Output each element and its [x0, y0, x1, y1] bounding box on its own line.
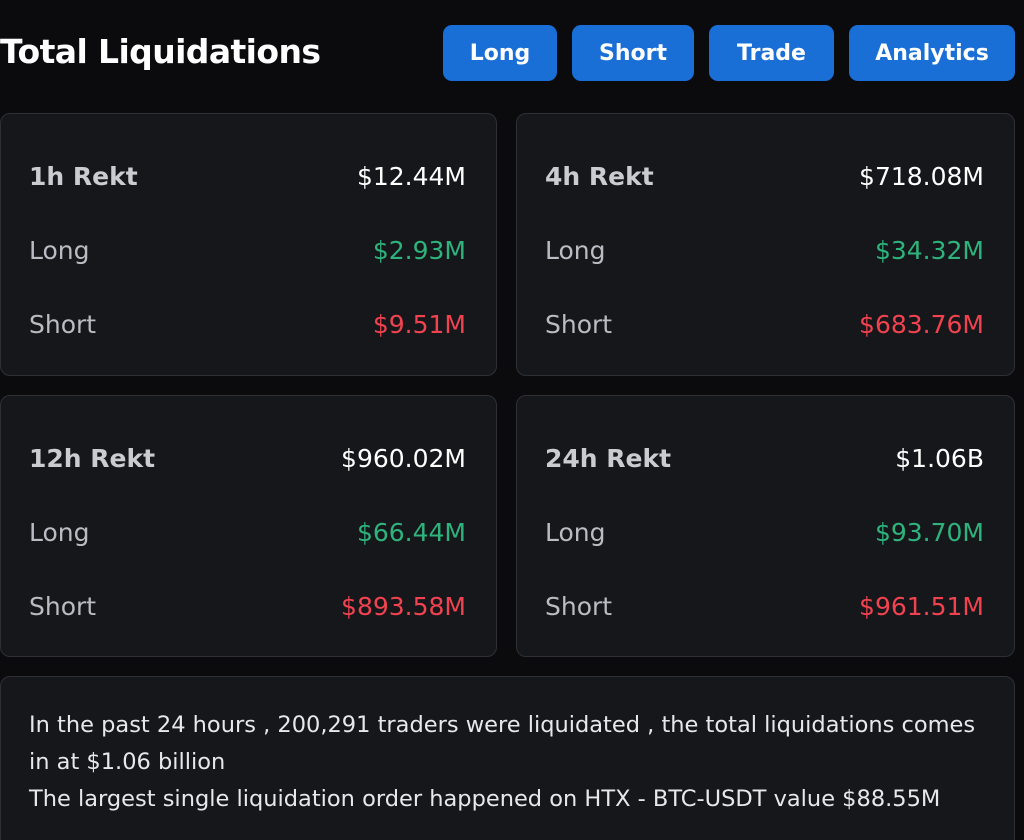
long-value: $93.70M: [874, 517, 984, 547]
largest-order-text: The largest single liquidation order hap…: [29, 786, 941, 812]
card-1h-rekt: 1h Rekt $12.44M Long $2.93M Short $9.51M: [0, 113, 497, 376]
long-value: $2.93M: [372, 235, 466, 265]
trade-button[interactable]: Trade: [709, 25, 834, 81]
total-value: $12.44M: [356, 161, 466, 191]
short-value: $961.51M: [859, 591, 984, 621]
long-value: $34.32M: [874, 235, 984, 265]
card-4h-rekt: 4h Rekt $718.08M Long $34.32M Short $683…: [516, 113, 1015, 376]
card-24h-rekt: 24h Rekt $1.06B Long $93.70M Short $961.…: [516, 395, 1015, 657]
short-label: Short: [29, 309, 97, 339]
total-value: $960.02M: [341, 443, 466, 473]
period-label: 24h Rekt: [545, 443, 672, 473]
long-row: Long $34.32M: [545, 230, 984, 270]
card-header-row: 12h Rekt $960.02M: [29, 438, 466, 478]
analytics-button[interactable]: Analytics: [849, 25, 1015, 81]
page-title: Total Liquidations: [0, 32, 321, 71]
long-label: Long: [545, 517, 606, 547]
short-value: $9.51M: [372, 309, 466, 339]
short-label: Short: [545, 309, 613, 339]
short-value: $683.76M: [859, 309, 984, 339]
header-buttons: Long Short Trade Analytics: [0, 25, 1024, 81]
liquidation-summary: In the past 24 hours , 200,291 traders w…: [0, 676, 1015, 840]
long-button[interactable]: Long: [443, 25, 557, 81]
card-header-row: 1h Rekt $12.44M: [29, 156, 466, 196]
short-row: Short $893.58M: [29, 586, 466, 626]
total-value: $1.06B: [895, 443, 984, 473]
short-label: Short: [545, 591, 613, 621]
long-row: Long $2.93M: [29, 230, 466, 270]
short-row: Short $9.51M: [29, 304, 466, 344]
short-value: $893.58M: [341, 591, 466, 621]
long-value: $66.44M: [356, 517, 466, 547]
long-label: Long: [29, 517, 90, 547]
total-value: $718.08M: [859, 161, 984, 191]
header: Total Liquidations Long Short Trade Anal…: [0, 22, 1024, 86]
summary-text: In the past 24 hours , 200,291 traders w…: [29, 712, 976, 775]
short-row: Short $961.51M: [545, 586, 984, 626]
period-label: 12h Rekt: [29, 443, 156, 473]
short-button[interactable]: Short: [572, 25, 694, 81]
short-label: Short: [29, 591, 97, 621]
long-label: Long: [29, 235, 90, 265]
card-header-row: 24h Rekt $1.06B: [545, 438, 984, 478]
card-12h-rekt: 12h Rekt $960.02M Long $66.44M Short $89…: [0, 395, 497, 657]
short-row: Short $683.76M: [545, 304, 984, 344]
card-header-row: 4h Rekt $718.08M: [545, 156, 984, 196]
long-row: Long $66.44M: [29, 512, 466, 552]
period-label: 4h Rekt: [545, 161, 654, 191]
long-row: Long $93.70M: [545, 512, 984, 552]
long-label: Long: [545, 235, 606, 265]
period-label: 1h Rekt: [29, 161, 138, 191]
